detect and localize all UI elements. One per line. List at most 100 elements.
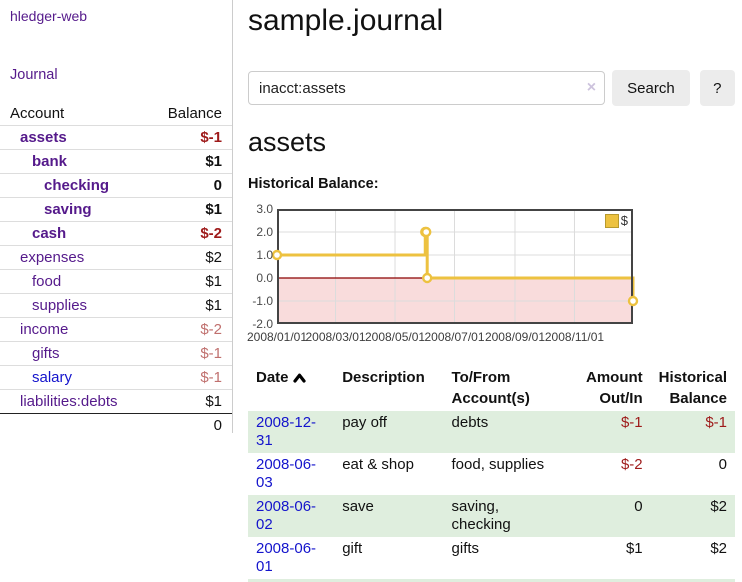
legend-swatch-icon	[604, 213, 619, 228]
app-brand-link[interactable]: hledger-web	[10, 8, 88, 24]
sidebar: hledger-web Journal Account Balance asse…	[0, 0, 233, 434]
register-row: 2008-06-01 gift gifts $1 $2	[248, 537, 735, 579]
account-balance: $-1	[146, 125, 232, 150]
account-row: bank $1	[0, 149, 232, 174]
search-input-wrap: ×	[248, 71, 606, 105]
x-axis-tick-label: 2008/09/01	[484, 330, 545, 344]
account-link-saving[interactable]: saving	[44, 201, 92, 218]
account-link-salary[interactable]: salary	[32, 369, 73, 386]
account-balance: $-1	[146, 341, 232, 366]
transaction-description: eat & shop	[342, 456, 414, 473]
transaction-date-link[interactable]: 2008-06-02	[256, 498, 317, 533]
chart-title: Historical Balance:	[248, 176, 379, 192]
transaction-amount: $-2	[620, 456, 643, 473]
account-balance: $2	[146, 245, 232, 270]
account-column-header: Account	[0, 102, 147, 126]
account-row: cash $-2	[0, 221, 232, 246]
amount-column-header: Amount Out/In	[585, 369, 643, 407]
account-heading: assets	[248, 127, 327, 157]
account-row: gifts $-1	[0, 341, 232, 366]
account-balance: $1	[146, 149, 232, 174]
description-column-header: Description	[342, 369, 425, 386]
register-row: 2008-06-02 save saving, checking 0 $2	[248, 495, 735, 537]
register-row: 2008-06-03 eat & shop food, supplies $-2 0	[248, 453, 735, 495]
transaction-amount: 0	[634, 498, 643, 515]
x-axis-tick-label: 2008/11/01	[544, 330, 605, 344]
account-link-bank[interactable]: bank	[32, 153, 68, 170]
account-row: checking 0	[0, 173, 232, 198]
help-button[interactable]: ?	[699, 70, 735, 106]
main-panel: sample.journal × Search ? assets Histori…	[233, 0, 742, 582]
clear-search-icon[interactable]: ×	[586, 79, 597, 96]
x-axis-tick-label: 2008/07/01	[424, 330, 485, 344]
transaction-date-link[interactable]: 2008-12-31	[256, 414, 317, 449]
chart-plot-area	[271, 209, 639, 324]
account-link-supplies[interactable]: supplies	[32, 297, 88, 314]
page-title: sample.journal	[248, 4, 444, 37]
y-axis-tick-label: -2.0	[252, 317, 273, 331]
date-column-header[interactable]: Date	[248, 365, 334, 411]
account-row: food $1	[0, 269, 232, 294]
y-axis-tick-label: 2.0	[256, 225, 273, 239]
transaction-accounts: debts	[451, 414, 489, 431]
search-button[interactable]: Search	[612, 70, 690, 106]
transaction-balance: 0	[718, 456, 727, 473]
register-row: 2008-01-01incomesalary$1$1	[248, 579, 735, 582]
account-balance: $-1	[146, 365, 232, 390]
account-row: salary $-1	[0, 365, 232, 390]
register-row: 2008-12-31 pay off debts $-1 $-1	[248, 411, 735, 453]
transaction-description: save	[342, 498, 374, 515]
transaction-date-link[interactable]: 2008-06-03	[256, 456, 317, 491]
sidebar-item-journal[interactable]: Journal	[10, 67, 58, 83]
register-table: Date Description To/From Account(s) Amoun…	[248, 365, 735, 582]
account-link-liabilities-debts[interactable]: liabilities:debts	[20, 393, 118, 410]
account-link-food[interactable]: food	[32, 273, 62, 290]
balance-column-header-main: Historical Balance	[658, 369, 727, 407]
account-link-income[interactable]: income	[20, 321, 69, 338]
y-axis-tick-label: 1.0	[256, 248, 273, 262]
account-link-cash[interactable]: cash	[32, 225, 67, 242]
account-balance: $-2	[146, 317, 232, 342]
balance-column-header: Balance	[146, 102, 232, 126]
accounts-total-row: 0	[0, 414, 232, 438]
account-row: assets $-1	[0, 125, 232, 150]
accounts-total-value: 0	[213, 417, 222, 434]
transaction-accounts: saving, checking	[451, 498, 511, 533]
transaction-amount: $1	[625, 540, 643, 557]
y-axis-tick-label: -1.0	[252, 294, 273, 308]
sidebar-accounts-table: Account Balance assets $-1 bank $1 checking 0…	[0, 102, 232, 437]
search-input[interactable]	[248, 71, 606, 105]
transaction-accounts: food, supplies	[451, 456, 545, 473]
account-balance: $1	[146, 197, 232, 222]
transaction-description: pay off	[342, 414, 387, 431]
transaction-balance: $2	[710, 540, 727, 557]
account-balance: $1	[146, 293, 232, 318]
account-link-expenses[interactable]: expenses	[20, 249, 85, 266]
account-balance: 0	[146, 173, 232, 198]
account-row: liabilities:debts $1	[0, 389, 232, 414]
transaction-date-link[interactable]: 2008-06-01	[256, 540, 317, 575]
search-bar: × Search ?	[248, 70, 735, 106]
sort-ascending-icon	[292, 368, 306, 389]
x-axis-tick-label: 2008/01/01	[246, 330, 308, 344]
account-balance: $-2	[146, 221, 232, 246]
transaction-accounts: gifts	[451, 540, 480, 557]
account-link-checking[interactable]: checking	[44, 177, 110, 194]
account-link-assets[interactable]: assets	[20, 129, 67, 146]
historical-balance-chart: $ 3.0 2.0 1.0 0.0 -1.0 -2.0 2008/01/01 2008/03/…	[247, 202, 642, 351]
transaction-balance: $-1	[705, 414, 727, 431]
transaction-amount: $-1	[620, 414, 643, 431]
account-balance: $1	[146, 269, 232, 294]
register-header-row: Date Description To/From Account(s) Amoun…	[248, 365, 735, 411]
account-balance: $1	[146, 389, 232, 414]
account-row: income $-2	[0, 317, 232, 342]
account-link-gifts[interactable]: gifts	[32, 345, 60, 362]
account-row: expenses $2	[0, 245, 232, 270]
transaction-balance: $2	[710, 498, 727, 515]
x-axis-tick-label: 2008/03/01	[305, 330, 366, 344]
accounts-header-row: Account Balance	[0, 102, 232, 126]
accounts-column-header: To/From Account(s)	[451, 369, 530, 407]
legend-label: $	[620, 213, 628, 228]
y-axis-tick-label: 0.0	[256, 271, 273, 285]
